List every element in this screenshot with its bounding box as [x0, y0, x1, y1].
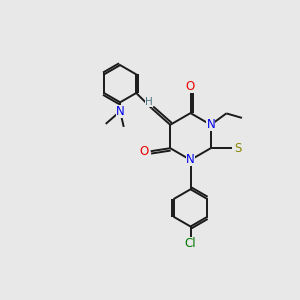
Text: N: N	[116, 105, 124, 119]
Text: N: N	[186, 153, 195, 167]
Text: Cl: Cl	[185, 237, 196, 250]
Text: O: O	[186, 80, 195, 93]
Text: S: S	[235, 142, 242, 155]
Text: N: N	[206, 118, 215, 131]
Text: H: H	[146, 97, 153, 107]
Text: O: O	[140, 145, 149, 158]
